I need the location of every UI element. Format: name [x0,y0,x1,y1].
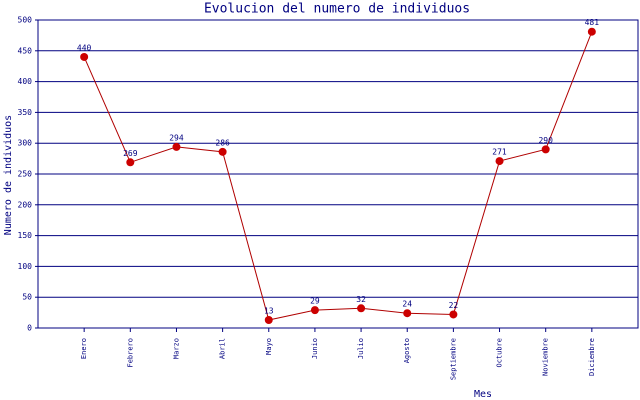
y-tick-label: 450 [18,46,33,55]
data-label: 440 [77,43,92,52]
x-tick-label: Septiembre [449,338,457,380]
data-label: 22 [449,301,459,310]
data-point [357,304,366,313]
data-point [218,147,227,156]
data-point [449,310,458,319]
data-point [80,52,89,61]
y-tick-label: 250 [18,170,33,179]
data-point [310,306,319,315]
x-tick-label: Marzo [172,338,180,359]
data-label: 481 [585,18,600,27]
x-tick-label: Julio [357,338,365,359]
data-line [83,31,593,321]
data-label: 13 [264,306,274,315]
x-tick-label: Enero [80,338,88,359]
data-label: 294 [169,133,184,142]
chart-title: Evolucion del numero de individuos [204,2,470,17]
data-point [541,145,550,154]
y-tick-label: 200 [18,200,33,209]
data-label: 32 [356,295,366,304]
y-tick-label: 150 [18,231,33,240]
data-point [264,315,273,324]
data-point [126,158,135,167]
y-tick-label: 100 [18,262,33,271]
y-tick-label: 500 [18,16,33,25]
x-tick-label: Junio [311,338,319,359]
data-label: 24 [402,300,412,309]
plot-frame [37,19,639,329]
data-point [403,309,412,318]
data-point [587,27,596,36]
y-tick-label: 50 [22,293,32,302]
x-tick-label: Mayo [265,338,273,355]
data-label: 286 [215,138,230,147]
x-axis-label: Mes [474,389,492,400]
data-point [172,142,181,151]
y-tick-label: 400 [18,77,33,86]
x-tick-label: Octubre [496,338,504,368]
y-tick-label: 0 [27,324,32,333]
x-tick-label: Agosto [403,338,411,363]
x-tick-label: Febrero [126,338,134,368]
data-label: 29 [310,297,320,306]
data-point [495,157,504,166]
x-tick-label: Noviembre [542,338,550,376]
y-tick-label: 300 [18,139,33,148]
y-axis-label: Numero de individuos [3,115,14,235]
x-tick-label: Abril [219,338,227,359]
y-tick-label: 350 [18,108,33,117]
data-label: 269 [123,149,138,158]
data-label: 271 [492,148,507,157]
data-label: 290 [538,136,553,145]
x-tick-label: Diciembre [588,338,596,376]
